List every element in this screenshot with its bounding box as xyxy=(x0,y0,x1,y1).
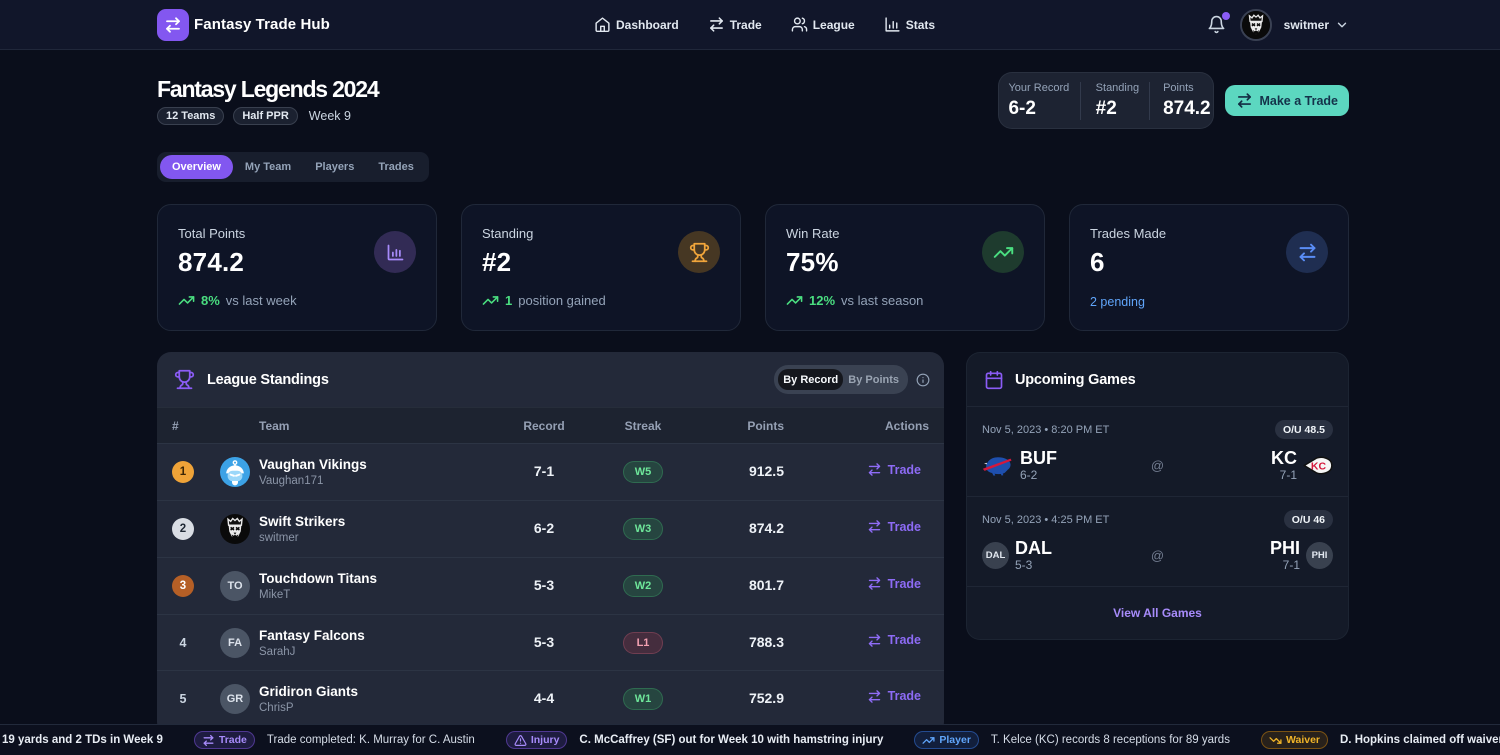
svg-text:KC: KC xyxy=(1311,460,1327,472)
